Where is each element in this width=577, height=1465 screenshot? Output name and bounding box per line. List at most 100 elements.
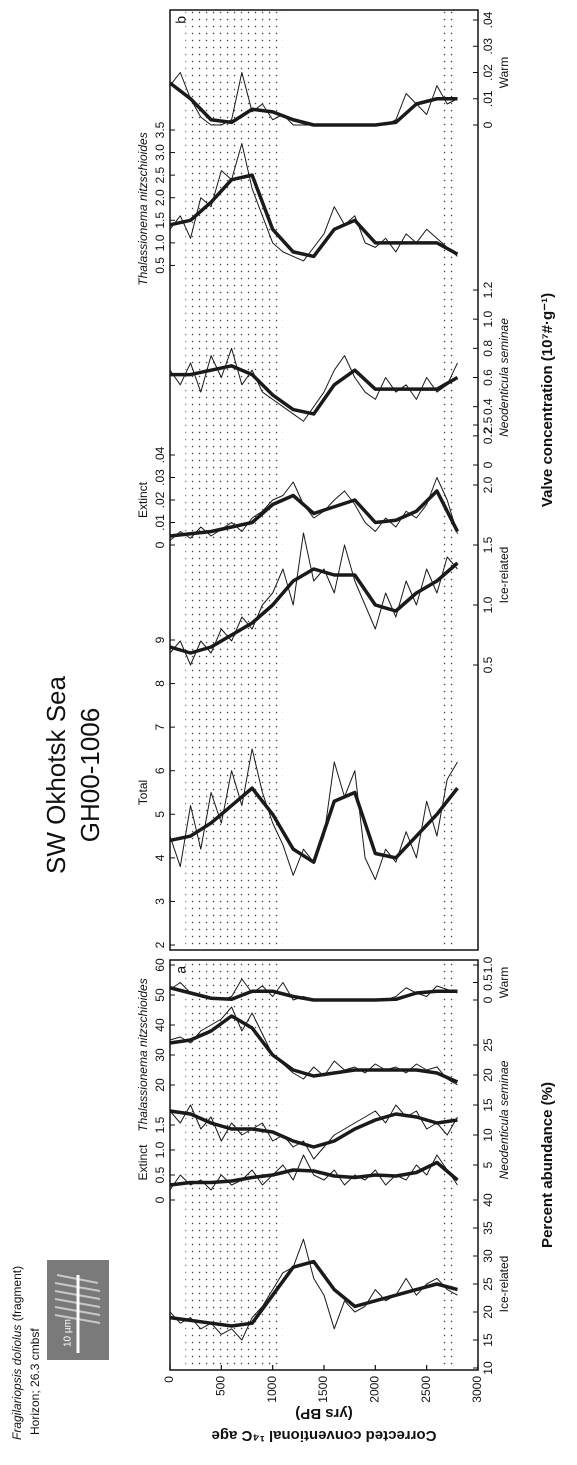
x-tick-label: 0: [153, 541, 167, 548]
x-tick-label: 0: [481, 121, 495, 128]
x-tick-label: 0: [153, 1196, 167, 1203]
x-tick-label: .01: [153, 514, 167, 531]
x-tick-label: .02: [153, 491, 167, 508]
series-label: Ice-related: [497, 1256, 511, 1313]
x-tick-label: 5: [153, 811, 167, 818]
x-tick-label: .01: [481, 90, 495, 107]
smooth-line: [169, 173, 459, 259]
panel-frame: [169, 9, 479, 951]
x-tick-label: 20: [153, 1078, 167, 1092]
series-label: Extinct: [136, 1144, 150, 1181]
y-tick-label: 500: [214, 1376, 228, 1396]
x-tick-label: 1.0: [153, 1141, 167, 1158]
series-label: Neodenticula seminae: [497, 1060, 511, 1179]
x-tick-label: 0: [481, 996, 495, 1003]
smooth-line: [169, 561, 459, 655]
x-tick-label: 0.6: [481, 369, 495, 386]
smooth-line: [169, 1160, 459, 1187]
x-tick-label: .04: [481, 11, 495, 28]
title: SW Okhotsk Sea: [41, 675, 71, 873]
x-tick-label: 50: [153, 988, 167, 1002]
x-tick-label: 1.5: [153, 212, 167, 229]
x-tick-label: .02: [481, 64, 495, 81]
x-tick-label: .03: [481, 38, 495, 55]
x-tick-label: 2.5: [481, 416, 495, 433]
x-tick-label: 2.0: [153, 189, 167, 206]
x-tick-label: 30: [153, 1048, 167, 1062]
y-tick-label: 3000: [470, 1376, 484, 1403]
shaded-interval: [442, 960, 458, 1370]
smooth-line: [169, 1014, 459, 1084]
x-tick-label: 1.5: [481, 536, 495, 553]
y-tick-label: 1500: [316, 1376, 330, 1403]
series-label: Total: [136, 780, 150, 805]
smooth-line: [169, 786, 459, 864]
x-tick-label: 5: [481, 1161, 495, 1168]
smooth-line: [170, 364, 459, 416]
y-tick-label: 1000: [265, 1376, 279, 1403]
x-tick-label: 30: [481, 1249, 495, 1263]
series-label: Thalassionema nitzschioides: [136, 978, 150, 1131]
x-tick-label: 25: [481, 1038, 495, 1052]
x-tick-label: 3.0: [153, 144, 167, 161]
photo-caption: Fragilariopsis doliolus (fragment): [10, 1266, 24, 1440]
x-tick-label: 35: [481, 1221, 495, 1235]
series-label: Extinct: [136, 481, 150, 518]
smooth-line: [169, 1259, 458, 1328]
x-tick-label: 7: [153, 723, 167, 730]
y-tick-label: 2500: [419, 1376, 433, 1403]
scale-label: 10 µm: [63, 1319, 74, 1347]
panel-label: b: [173, 16, 189, 24]
x-tick-label: 60: [153, 958, 167, 972]
horizon: Horizon; 26.3 cmbsf: [28, 1328, 42, 1435]
x-tick-label: 20: [481, 1305, 495, 1319]
x-tick-label: 15: [481, 1333, 495, 1347]
x-tick-label: 1.0: [153, 234, 167, 251]
x-axis-label: Percent abundance (%): [539, 1082, 556, 1248]
x-tick-label: 0.2: [481, 427, 495, 444]
x-tick-label: 2.5: [153, 166, 167, 183]
x-tick-label: 2.0: [481, 476, 495, 493]
x-tick-label: 1.0: [481, 596, 495, 613]
y-axis-unit: (yrs BP): [295, 1405, 353, 1422]
x-tick-label: 3.5: [153, 121, 167, 138]
smooth-line: [168, 81, 458, 127]
subtitle: GH00-1006: [75, 708, 105, 842]
series-label: Thalassionema nitzschioides: [136, 132, 150, 285]
x-tick-label: 1.0: [481, 311, 495, 328]
upright-figure: Fragilariopsis doliolus (fragment) Horiz…: [10, 9, 556, 1444]
y-tick-label: 2000: [368, 1376, 382, 1403]
smooth-line: [169, 986, 458, 1002]
x-tick-label: 3: [153, 898, 167, 905]
species-name: Fragilariopsis doliolus: [10, 1325, 24, 1440]
raw-line: [169, 1238, 458, 1341]
x-tick-label: 9: [153, 636, 167, 643]
x-tick-label: 2: [153, 941, 167, 948]
raw-line: [169, 532, 458, 666]
x-tick-label: .03: [153, 469, 167, 486]
x-tick-label: 40: [153, 1018, 167, 1032]
x-tick-label: 6: [153, 767, 167, 774]
x-tick-label: .04: [153, 446, 167, 463]
x-tick-label: 0.5: [481, 974, 495, 991]
smooth-line: [169, 1109, 458, 1149]
x-tick-label: 40: [481, 1193, 495, 1207]
x-tick-label: 0.5: [153, 257, 167, 274]
x-tick-label: 8: [153, 680, 167, 687]
x-tick-label: 15: [481, 1098, 495, 1112]
y-tick-label: 0: [162, 1376, 176, 1383]
series-label: Warm: [497, 57, 511, 89]
raw-line: [169, 143, 458, 262]
x-axis-label: Valve concentration (10⁷#·g⁻¹): [539, 293, 556, 507]
series-label: Neodenticula seminae: [497, 318, 511, 437]
panel-label: a: [173, 966, 189, 974]
shaded-interval: [185, 960, 283, 1370]
x-tick-label: 20: [481, 1068, 495, 1082]
series-label: Warm: [497, 967, 511, 999]
x-tick-label: 4: [153, 854, 167, 861]
panel-frame: [169, 959, 479, 1371]
caption-note: (fragment): [10, 1266, 24, 1321]
x-tick-label: 0.4: [481, 398, 495, 415]
x-tick-label: 10: [481, 1361, 495, 1375]
